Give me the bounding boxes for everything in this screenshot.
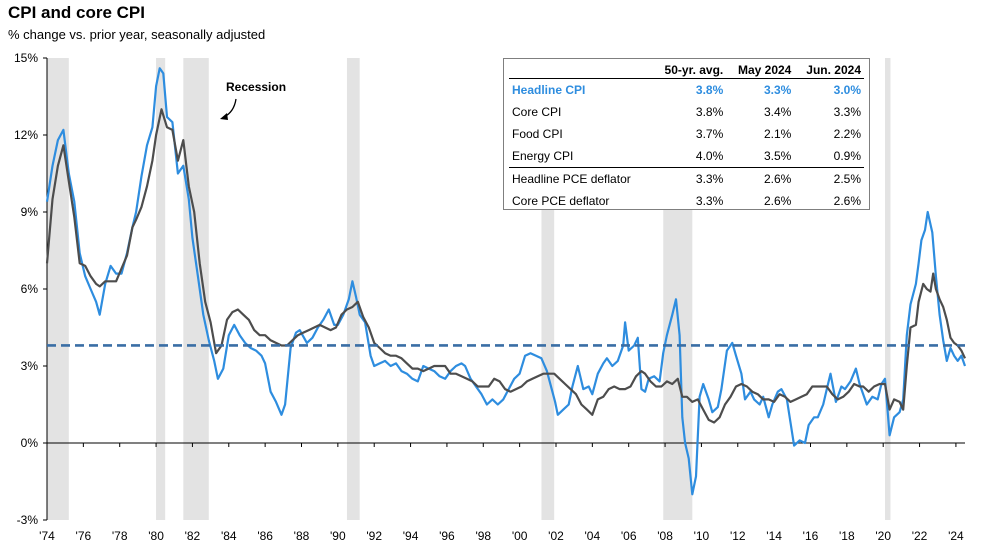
- x-tick-label: '94: [403, 529, 419, 543]
- table-row-core-pce: Core PCE deflator 3.3% 2.6% 2.6%: [509, 190, 864, 212]
- x-tick-label: '84: [221, 529, 237, 543]
- table-header-label: [509, 61, 653, 79]
- x-tick-label: '04: [585, 529, 601, 543]
- x-tick-label: '98: [475, 529, 491, 543]
- row-jun: 0.9%: [833, 149, 861, 163]
- chart-title: CPI and core CPI: [8, 3, 145, 22]
- recession-bar: [47, 58, 69, 520]
- row-label: Headline PCE deflator: [509, 167, 653, 190]
- table-header-50yr-avg: 50-yr. avg.: [652, 61, 727, 79]
- series-group: [45, 67, 967, 496]
- row-jun: 3.0%: [833, 83, 861, 97]
- row-may: 2.1%: [764, 127, 792, 141]
- row-jun: 2.5%: [794, 167, 864, 190]
- row-label: Headline CPI: [512, 83, 586, 97]
- x-tick-label: '16: [803, 529, 819, 543]
- x-tick-label: '08: [657, 529, 673, 543]
- annotation-group: Recession: [220, 80, 286, 120]
- inflation-stats-table: 50-yr. avg. May 2024 Jun. 2024 Headline …: [503, 58, 870, 210]
- row-may: 3.4%: [764, 105, 792, 119]
- x-tick-label: '20: [875, 529, 891, 543]
- row-label: Energy CPI: [512, 149, 574, 163]
- row-label: Food CPI: [512, 127, 563, 141]
- y-tick-label: 15%: [14, 51, 38, 65]
- x-tick-label: '78: [112, 529, 128, 543]
- x-tick-label: '02: [548, 529, 564, 543]
- y-tick-label: 3%: [21, 359, 39, 373]
- row-jun: 2.2%: [833, 127, 861, 141]
- row-label: Core CPI: [512, 105, 562, 119]
- x-tick-label: '24: [948, 529, 964, 543]
- x-tick-label: '10: [694, 529, 710, 543]
- table-row-headline-cpi: Headline CPI 3.8% 3.3% 3.0%: [509, 79, 864, 102]
- x-tick-label: '76: [76, 529, 92, 543]
- recession-bar: [183, 58, 209, 520]
- row-avg: 4.0%: [695, 149, 724, 163]
- x-tick-label: '90: [330, 529, 346, 543]
- row-may: 3.5%: [764, 149, 792, 163]
- table-row-core-cpi: Core CPI 3.8% 3.4% 3.3%: [509, 101, 864, 123]
- table-row-energy-cpi: Energy CPI 4.0% 3.5% 0.9%: [509, 145, 864, 168]
- x-tick-label: '00: [512, 529, 528, 543]
- x-tick-label: '14: [766, 529, 782, 543]
- row-avg: 3.3%: [652, 167, 727, 190]
- x-tick-label: '82: [185, 529, 201, 543]
- x-tick-label: '22: [912, 529, 928, 543]
- row-avg: 3.8%: [695, 83, 724, 97]
- core-cpi-line: [45, 108, 966, 424]
- y-tick-label: 6%: [21, 282, 39, 296]
- x-tick-label: '12: [730, 529, 746, 543]
- x-tick-label: '18: [839, 529, 855, 543]
- headline-cpi-line: [45, 67, 967, 496]
- table-header-may-2024: May 2024: [726, 61, 795, 79]
- y-tick-label: 12%: [14, 128, 38, 142]
- row-may: 2.6%: [764, 194, 792, 208]
- x-tick-label: '86: [257, 529, 273, 543]
- x-tick-label: '88: [294, 529, 310, 543]
- row-jun: 3.3%: [833, 105, 861, 119]
- row-jun: 2.6%: [833, 194, 861, 208]
- x-tick-label: '80: [148, 529, 164, 543]
- row-label: Core PCE deflator: [512, 194, 610, 208]
- table-row-headline-pce: Headline PCE deflator 3.3% 2.6% 2.5%: [509, 167, 864, 190]
- recession-bar: [156, 58, 166, 520]
- table-row-food-cpi: Food CPI 3.7% 2.1% 2.2%: [509, 123, 864, 145]
- y-tick-label: 9%: [21, 205, 39, 219]
- row-avg: 3.7%: [695, 127, 724, 141]
- recession-annotation-label: Recession: [226, 80, 286, 94]
- table-header-row: 50-yr. avg. May 2024 Jun. 2024: [509, 61, 864, 79]
- row-may: 2.6%: [726, 167, 795, 190]
- axis-group: -3% 0% 3% 6% 9% 12% 15% '74 '76 '78 '80 '82 '84 '86 '8…: [14, 51, 965, 543]
- recession-arrowhead-icon: [220, 113, 228, 120]
- table-header-jun-2024: Jun. 2024: [794, 61, 864, 79]
- chart-subtitle: % change vs. prior year, seasonally adju…: [8, 27, 266, 42]
- row-avg: 3.8%: [695, 105, 724, 119]
- x-tick-label: '96: [439, 529, 455, 543]
- y-tick-label: -3%: [17, 513, 39, 527]
- y-tick-label: 0%: [21, 436, 39, 450]
- row-may: 3.3%: [764, 83, 792, 97]
- row-avg: 3.3%: [695, 194, 724, 208]
- x-tick-label: '92: [366, 529, 382, 543]
- x-tick-label: '74: [39, 529, 55, 543]
- recession-bar: [885, 58, 891, 520]
- x-tick-label: '06: [621, 529, 637, 543]
